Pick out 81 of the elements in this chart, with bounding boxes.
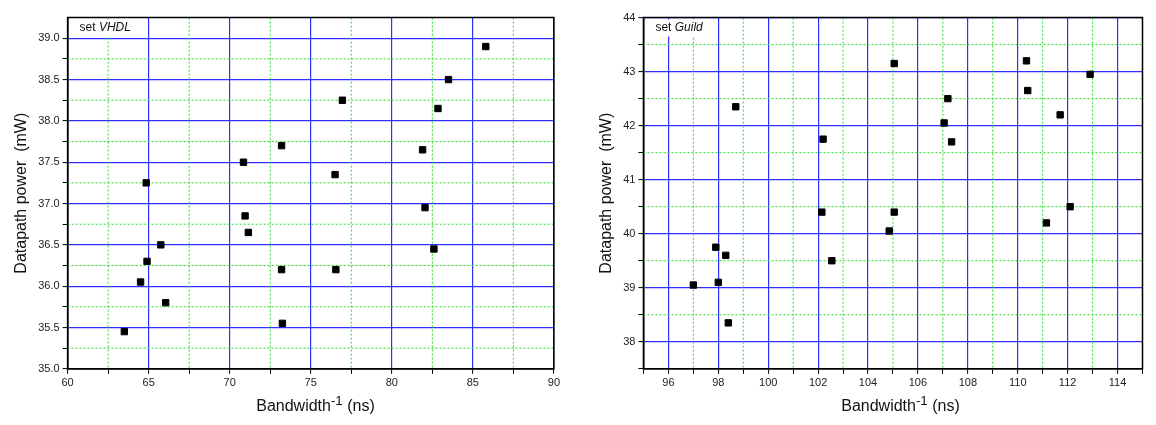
point: [1056, 111, 1064, 119]
point: [278, 319, 287, 328]
point: [722, 251, 730, 260]
y-tick-label: 37.5: [38, 155, 60, 168]
x-tick-label: 100: [759, 376, 778, 389]
point: [724, 319, 732, 327]
x-tick-label: 75: [304, 376, 317, 389]
point: [157, 241, 165, 249]
point: [732, 103, 740, 111]
point: [430, 245, 438, 253]
y-tick-label: 37.0: [38, 196, 60, 209]
y-tick-label: 36.0: [38, 279, 60, 292]
point: [332, 265, 340, 274]
point: [940, 119, 948, 127]
point: [331, 170, 339, 179]
y-tick-label: 42: [623, 118, 636, 131]
y-tick-label: 38.5: [38, 72, 60, 85]
y-tick-label: 44: [623, 10, 636, 23]
point: [338, 96, 347, 104]
x-tick-label: 104: [858, 376, 878, 389]
x-axis-title: Bandwidth$^{-1}$ (ns): [840, 393, 961, 416]
point: [1022, 57, 1031, 65]
point: [890, 208, 898, 216]
y-axis-title: Datapath power (mW): [597, 112, 615, 274]
point: [482, 42, 490, 51]
y-tick-label: 39.0: [38, 31, 60, 44]
y-tick-label: 35.5: [38, 320, 60, 333]
point: [161, 299, 170, 307]
point: [421, 203, 429, 212]
x-tick-label: 80: [385, 376, 398, 389]
point: [819, 135, 827, 143]
y-tick-label: 36.5: [38, 237, 60, 250]
point: [241, 212, 249, 220]
annotation: set VHDL: [79, 19, 131, 34]
point: [142, 179, 150, 187]
point: [828, 257, 836, 265]
point: [712, 243, 720, 251]
point: [1086, 70, 1094, 79]
point: [143, 257, 151, 266]
x-tick-label: 108: [958, 376, 978, 389]
point: [944, 94, 952, 103]
x-tick-label: 112: [1058, 376, 1077, 389]
x-tick-label: 60: [61, 376, 74, 389]
y-tick-label: 41: [623, 172, 636, 185]
point: [277, 265, 286, 274]
point: [1024, 86, 1032, 95]
x-tick-label: 96: [662, 376, 675, 389]
y-tick-label: 39: [623, 280, 636, 293]
x-tick-label: 85: [466, 376, 479, 389]
x-tick-label: 114: [1108, 376, 1127, 389]
point: [947, 138, 956, 146]
y-tick-label: 43: [623, 64, 636, 77]
x-tick-label: 110: [1008, 376, 1027, 389]
x-tick-label: 90: [547, 376, 561, 389]
point: [1066, 203, 1074, 211]
x-tick-label: 65: [142, 376, 155, 389]
point: [689, 281, 698, 289]
point: [890, 59, 898, 68]
y-axis-title: Datapath power (mW): [12, 112, 30, 274]
point: [714, 278, 722, 287]
point: [1042, 219, 1051, 227]
point: [418, 146, 427, 154]
x-tick-label: 102: [808, 376, 828, 389]
point: [136, 278, 145, 286]
x-tick-label: 70: [223, 376, 236, 389]
point: [239, 158, 248, 166]
y-tick-label: 40: [623, 226, 636, 239]
y-tick-label: 38: [623, 334, 636, 347]
point: [818, 208, 826, 216]
x-axis-title: Bandwidth$^{-1}$ (ns): [255, 393, 376, 416]
point: [444, 75, 453, 84]
y-tick-label: 35.0: [38, 361, 60, 374]
point: [120, 327, 129, 336]
point: [434, 104, 442, 113]
annotation: set Guild: [655, 19, 704, 34]
point: [277, 142, 286, 150]
x-tick-label: 106: [908, 376, 928, 389]
y-tick-label: 38.0: [38, 113, 60, 126]
x-tick-label: 98: [712, 376, 725, 389]
point: [244, 228, 253, 237]
point: [885, 227, 893, 235]
